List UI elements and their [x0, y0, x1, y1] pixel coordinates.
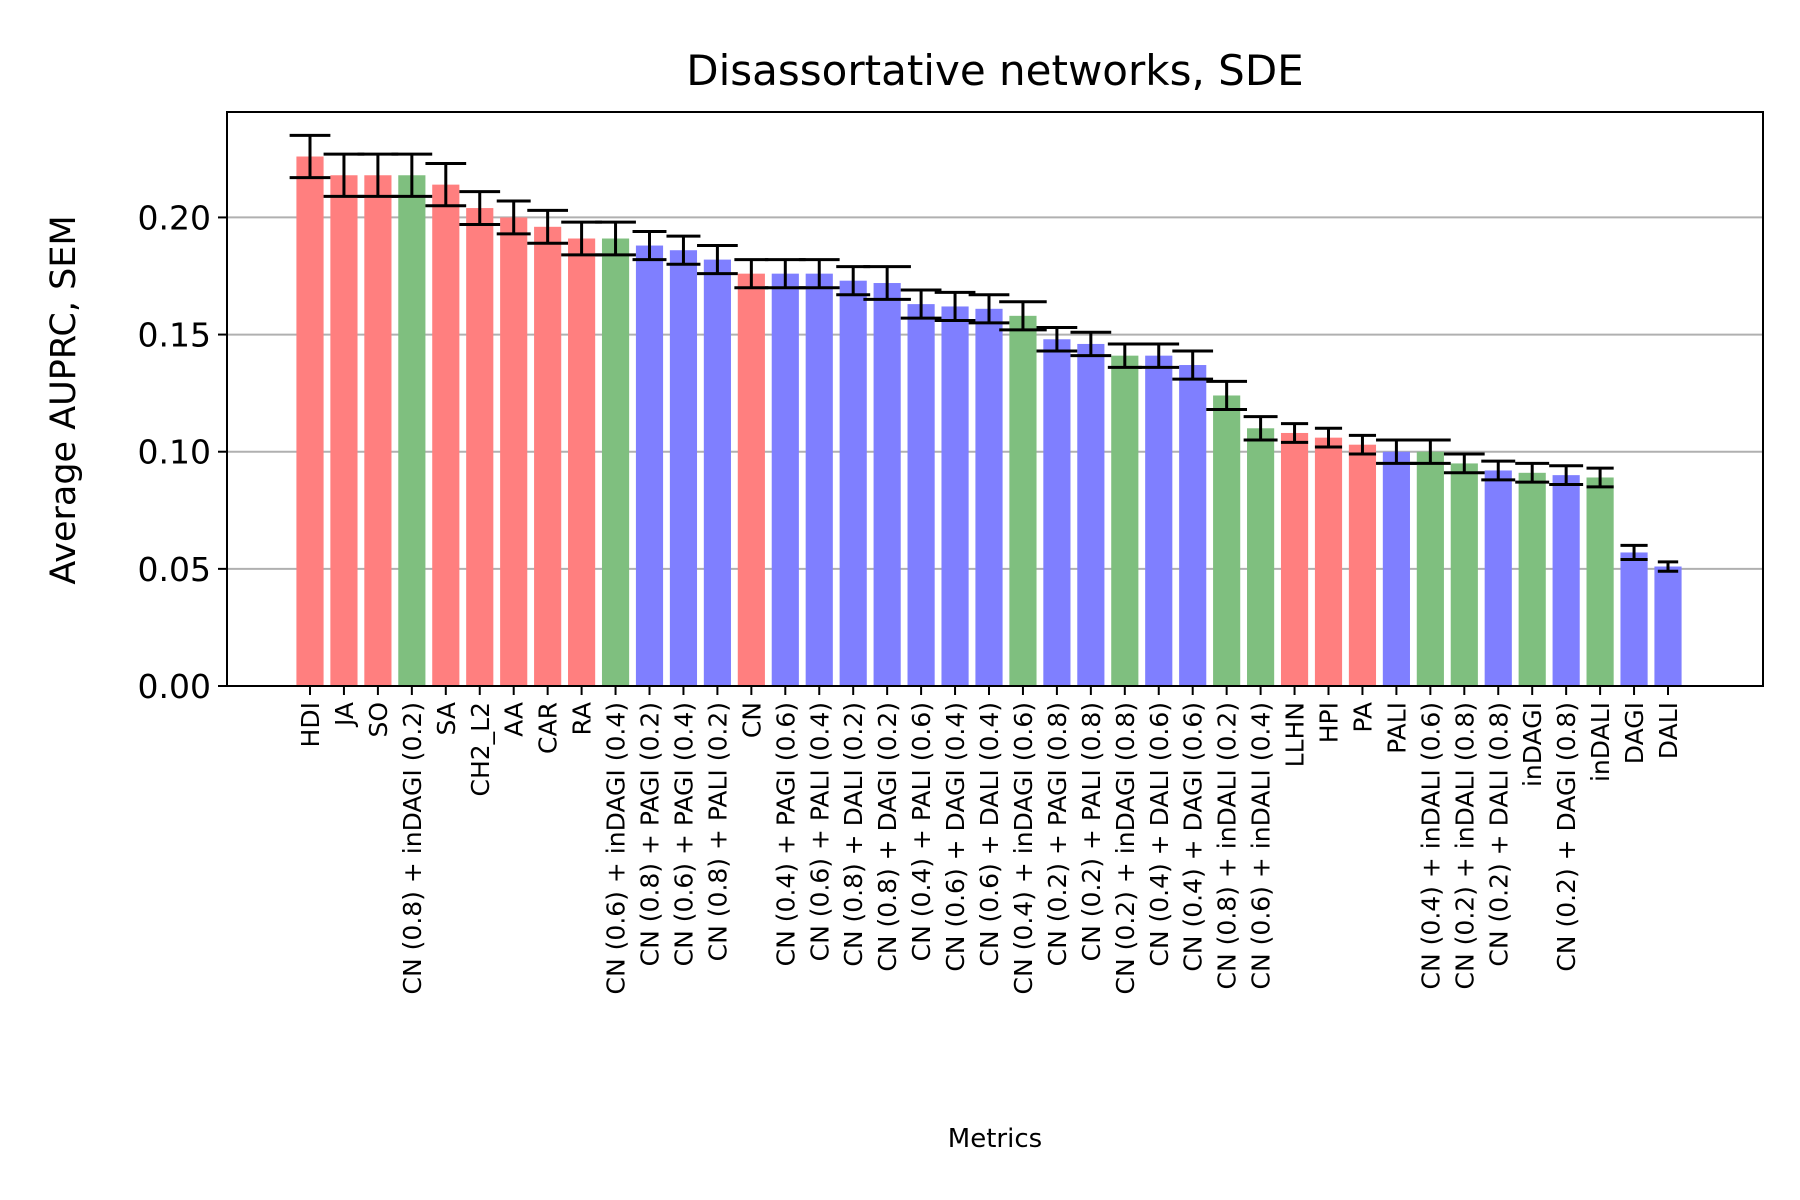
bar: [1247, 428, 1275, 686]
bar: [1416, 451, 1444, 686]
x-tick-label: CH2_L2: [466, 702, 495, 797]
x-tick-label: CN (0.6) + DALI (0.4): [975, 702, 1004, 967]
x-tick-label: CN (0.6) + PALI (0.4): [805, 702, 834, 961]
x-ticks: HDI JA SO CN (0.8) + inDAGI (0.2) SA CH2_L2 AA…: [296, 686, 1683, 994]
x-tick-label: CN (0.8) + inDALI (0.2): [1213, 702, 1242, 989]
bar: [669, 250, 698, 686]
bar: [907, 304, 935, 686]
x-tick-label: inDAGI: [1518, 702, 1547, 787]
x-tick-label: HPI: [1315, 702, 1344, 743]
x-tick-label: CN (0.8) + DAGI (0.2): [873, 702, 902, 972]
y-tick-label: 0.10: [138, 433, 211, 472]
bar: [296, 156, 324, 686]
bar: [1484, 470, 1512, 686]
y-tick-label: 0.00: [138, 667, 211, 706]
bar: [1280, 432, 1309, 686]
x-tick-label: CN (0.2) + inDAGI (0.8): [1111, 702, 1140, 994]
x-tick-label: SA: [432, 702, 461, 735]
bar: [873, 283, 901, 686]
x-tick-label: CN: [737, 702, 766, 738]
x-tick-label: CN (0.2) + PAGI (0.8): [1043, 702, 1072, 966]
bars: [296, 156, 1682, 687]
bar: [1450, 463, 1478, 686]
y-ticks: 0.00 0.05 0.10 0.15 0.20: [138, 198, 227, 706]
bar: [466, 208, 494, 687]
x-tick-label: PALI: [1382, 702, 1411, 754]
x-tick-label: CN (0.4) + DALI (0.6): [1145, 702, 1174, 967]
bar: [1348, 444, 1377, 686]
bar: [601, 238, 630, 686]
bar: [1314, 437, 1343, 686]
x-tick-label: CN (0.2) + inDALI (0.8): [1450, 702, 1479, 989]
bar: [1518, 472, 1546, 686]
chart-title: Disassortative networks, SDE: [686, 46, 1303, 95]
bar: [941, 306, 969, 686]
x-tick-label: DAGI: [1620, 702, 1649, 764]
x-tick-label: HDI: [296, 702, 325, 747]
bar: [1654, 566, 1682, 686]
x-tick-label: JA: [330, 702, 359, 728]
bar: [534, 226, 562, 687]
bar: [432, 184, 460, 686]
x-axis-label: Metrics: [948, 1124, 1042, 1154]
bar: [1213, 395, 1241, 686]
x-tick-label: CN (0.8) + DALI (0.2): [839, 702, 868, 967]
bar: [703, 259, 731, 686]
x-tick-label: CN (0.8) + PALI (0.2): [703, 702, 732, 961]
y-tick-label: 0.05: [138, 550, 211, 589]
x-tick-label: CN (0.4) + PALI (0.6): [907, 702, 936, 961]
x-tick-label: DALI: [1654, 702, 1683, 759]
x-tick-label: CN (0.4) + DAGI (0.6): [1179, 702, 1208, 972]
bar: [1077, 343, 1105, 686]
bar: [364, 175, 392, 686]
x-tick-label: CN (0.6) + DAGI (0.4): [941, 702, 970, 972]
x-tick-label: CN (0.6) + inDAGI (0.4): [602, 702, 631, 994]
x-tick-label: CN (0.2) + DALI (0.8): [1484, 702, 1513, 967]
y-tick-label: 0.20: [138, 198, 211, 237]
bar: [1111, 355, 1139, 686]
x-tick-label: CN (0.2) + PALI (0.8): [1077, 702, 1106, 961]
plot-frame: [226, 111, 1764, 687]
x-tick-label: PA: [1348, 702, 1377, 733]
bar: [398, 175, 426, 686]
y-axis-label: Average AUPRC, SEM: [44, 215, 84, 584]
bar: [737, 273, 765, 686]
x-tick-label: CN (0.6) + inDALI (0.4): [1247, 702, 1276, 989]
bar: [635, 245, 664, 687]
x-tick-label: AA: [500, 702, 529, 737]
y-tick-label: 0.15: [138, 316, 211, 355]
x-tick-label: CN (0.4) + PAGI (0.6): [771, 702, 800, 966]
bar: [839, 280, 867, 686]
bar: [1145, 355, 1173, 686]
x-tick-label: CN (0.4) + inDAGI (0.6): [1009, 702, 1038, 994]
bar: [1382, 451, 1410, 686]
x-tick-label: CAR: [534, 702, 563, 754]
bar: [500, 217, 528, 686]
error-bars: [289, 133, 1679, 573]
bar: [1043, 339, 1071, 686]
x-tick-label: CN (0.6) + PAGI (0.4): [669, 702, 698, 966]
bar: [771, 273, 799, 686]
bar: [1179, 365, 1207, 686]
bar: [568, 238, 596, 686]
bar: [1552, 475, 1580, 686]
x-tick-label: RA: [568, 702, 597, 735]
bar: [1009, 315, 1037, 686]
x-tick-label: inDALI: [1586, 702, 1615, 782]
bar: [1586, 477, 1614, 686]
bar: [330, 175, 358, 686]
bar: [975, 308, 1003, 686]
x-tick-label: CN (0.2) + DAGI (0.8): [1552, 702, 1581, 972]
x-tick-label: CN (0.8) + PAGI (0.2): [636, 702, 665, 966]
x-tick-label: SO: [364, 702, 393, 738]
x-tick-label: CN (0.8) + inDAGI (0.2): [398, 702, 427, 994]
x-tick-label: LLHN: [1281, 702, 1310, 767]
bar: [805, 273, 833, 686]
bar: [1620, 552, 1648, 686]
x-tick-label: CN (0.4) + inDALI (0.6): [1416, 702, 1445, 989]
